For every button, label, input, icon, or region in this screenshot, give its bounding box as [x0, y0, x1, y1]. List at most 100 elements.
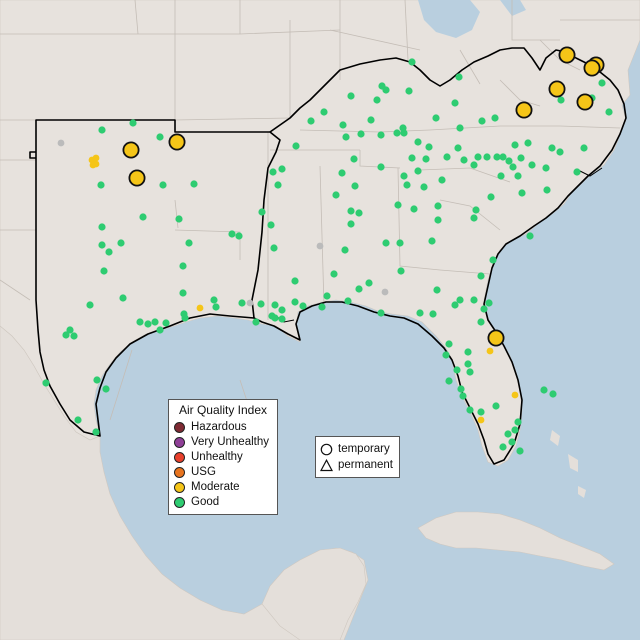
legend-item-good: Good	[174, 495, 219, 509]
good-marker	[270, 244, 278, 252]
yucatan-land	[261, 547, 367, 640]
legend-item-moderate: Moderate	[174, 480, 240, 494]
good-marker	[330, 270, 338, 278]
good-marker	[405, 87, 413, 95]
aqi-legend: Air Quality Index Hazardous Very Unhealt…	[168, 399, 278, 515]
good-marker	[269, 168, 277, 176]
good-marker	[365, 279, 373, 287]
good-marker	[228, 230, 236, 238]
good-marker	[492, 402, 500, 410]
good-marker	[307, 117, 315, 125]
good-marker	[156, 326, 164, 334]
mexico-land	[0, 325, 369, 640]
good-marker	[86, 301, 94, 309]
good-marker	[339, 121, 347, 129]
moderate-temporary-marker	[128, 169, 146, 187]
good-marker	[524, 139, 532, 147]
good-marker	[357, 130, 365, 138]
good-marker	[429, 310, 437, 318]
bahamas-land	[550, 430, 586, 498]
good-marker	[455, 73, 463, 81]
good-marker	[573, 168, 581, 176]
moderate-temporary-markers	[122, 46, 605, 347]
good-marker	[514, 172, 522, 180]
good-marker	[478, 117, 486, 125]
good-marker	[350, 155, 358, 163]
good-marker	[267, 221, 275, 229]
moderate-temporary-marker	[515, 101, 533, 119]
good-marker	[377, 309, 385, 317]
good-marker	[159, 181, 167, 189]
good-marker	[129, 119, 137, 127]
good-marker	[179, 289, 187, 297]
good-marker	[92, 428, 100, 436]
good-marker	[347, 92, 355, 100]
good-marker	[443, 153, 451, 161]
good-marker	[517, 154, 525, 162]
legend-label: Hazardous	[191, 421, 247, 433]
good-marker	[367, 116, 375, 124]
good-marker	[181, 314, 189, 322]
moderate-small-marker	[196, 304, 204, 312]
good-marker	[342, 133, 350, 141]
unhealthy-swatch	[174, 451, 185, 463]
no-data-marker	[57, 139, 65, 147]
good-marker	[548, 144, 556, 152]
good-marker	[543, 186, 551, 194]
good-marker	[74, 416, 82, 424]
region-outline	[29, 47, 627, 465]
good-marker	[470, 161, 478, 169]
legend-label: Moderate	[191, 481, 240, 493]
good-marker	[257, 300, 265, 308]
good-marker	[212, 303, 220, 311]
legend-item-temporary: temporary	[320, 442, 390, 456]
good-marker	[511, 141, 519, 149]
cuba-land	[417, 511, 615, 571]
good-marker	[144, 320, 152, 328]
good-marker	[542, 164, 550, 172]
good-marker	[518, 189, 526, 197]
good-marker	[434, 202, 442, 210]
good-marker	[355, 285, 363, 293]
legend-item-permanent: permanent	[320, 458, 393, 472]
good-marker	[549, 390, 557, 398]
good-marker	[497, 172, 505, 180]
good-marker	[400, 172, 408, 180]
good-marker	[456, 124, 464, 132]
moderate-temporary-marker	[558, 46, 576, 64]
good-marker	[557, 96, 565, 104]
legend-item-unhealthy: Unhealthy	[174, 450, 243, 464]
monitor-type-legend: temporary permanent	[315, 436, 400, 478]
good-marker	[466, 368, 474, 376]
good-marker	[408, 154, 416, 162]
good-marker	[117, 239, 125, 247]
good-marker	[341, 246, 349, 254]
good-marker	[454, 144, 462, 152]
circle-icon	[320, 443, 333, 455]
good-marker	[432, 114, 440, 122]
legend-label: Good	[191, 496, 220, 508]
usg-swatch	[174, 466, 185, 478]
good-marker	[97, 181, 105, 189]
legend-title: Air Quality Index	[178, 403, 268, 417]
good-marker	[483, 153, 491, 161]
moderate-temporary-marker	[168, 133, 186, 151]
good-marker	[477, 318, 485, 326]
good-marker	[499, 443, 507, 451]
moderate-temporary-marker	[122, 141, 140, 159]
good-marker	[410, 205, 418, 213]
good-marker	[480, 305, 488, 313]
good-marker	[508, 438, 516, 446]
good-marker	[271, 314, 279, 322]
moderate-small-marker	[477, 416, 485, 424]
good-marker	[499, 153, 507, 161]
good-marker	[179, 262, 187, 270]
hazardous-swatch	[174, 421, 185, 433]
moderate-temporary-marker	[548, 80, 566, 98]
good-marker	[516, 447, 524, 455]
good-marker	[470, 214, 478, 222]
triangle-icon	[320, 458, 333, 471]
legend-label: Very Unhealthy	[191, 436, 269, 448]
good-marker	[151, 318, 159, 326]
